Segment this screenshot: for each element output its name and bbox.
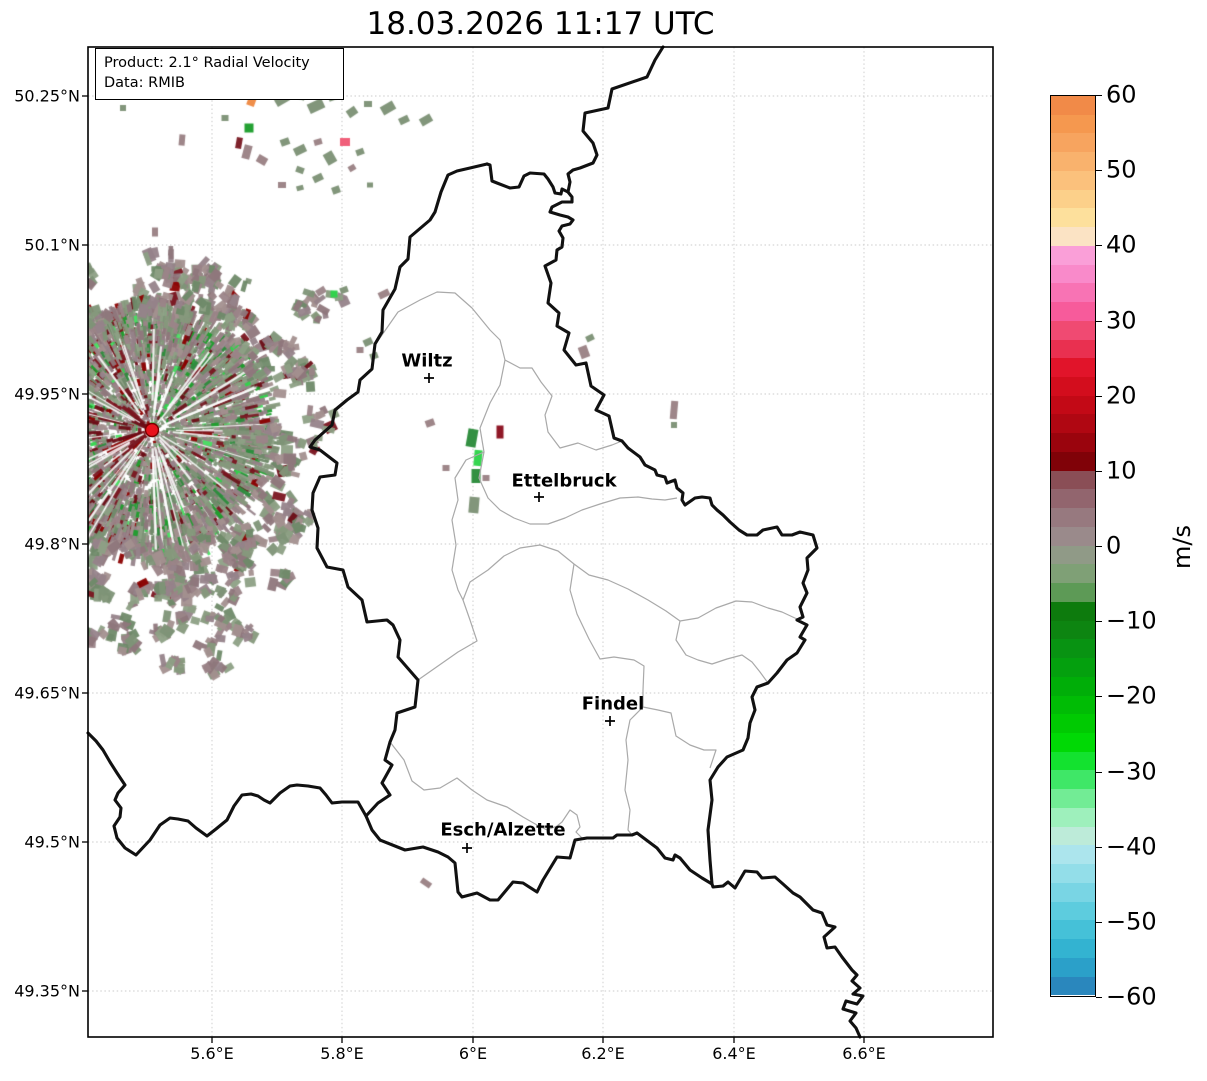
- colorbar-tick-label: 50: [1106, 155, 1137, 184]
- colorbar-band: [1051, 789, 1095, 808]
- colorbar-tick: [1096, 771, 1102, 773]
- colorbar-band: [1051, 807, 1095, 827]
- colorbar-band: [1051, 583, 1095, 602]
- colorbar-unit-label: m/s: [1168, 525, 1196, 569]
- colorbar-band: [1051, 882, 1095, 902]
- colorbar-tick: [1096, 546, 1102, 547]
- colorbar-band: [1051, 545, 1095, 565]
- lat-tick-label: 49.35°N: [14, 981, 80, 1001]
- colorbar-band: [1051, 601, 1095, 621]
- colorbar-tick: [1096, 395, 1102, 397]
- colorbar-tick-label: 20: [1106, 381, 1137, 410]
- lat-tick-label: 49.8°N: [24, 534, 80, 554]
- colorbar-band: [1051, 714, 1095, 733]
- lon-tick-label: 5.6°E: [190, 1044, 234, 1063]
- colorbar-band: [1051, 620, 1095, 640]
- colorbar-band: [1051, 957, 1095, 977]
- colorbar-band: [1051, 826, 1095, 846]
- colorbar-band: [1051, 751, 1095, 771]
- colorbar-band: [1051, 901, 1095, 921]
- lat-tick-label: 50.25°N: [14, 86, 80, 106]
- colorbar-band: [1051, 208, 1095, 228]
- lat-tick-label: 50.1°N: [24, 235, 80, 255]
- colorbar-tick: [1096, 170, 1102, 172]
- colorbar-tick-label: −30: [1106, 756, 1157, 785]
- lat-tick-label: 49.5°N: [24, 832, 80, 852]
- colorbar-tick-label: −10: [1106, 606, 1157, 635]
- product-info-box: Product: 2.1° Radial Velocity Data: RMIB: [95, 48, 344, 100]
- colorbar-band: [1051, 508, 1095, 527]
- lon-tick-label: 6.4°E: [712, 1044, 756, 1063]
- radar-echo-canvas: [88, 47, 993, 1037]
- colorbar-tick-label: −50: [1106, 907, 1157, 936]
- colorbar-band: [1051, 245, 1095, 265]
- colorbar-band: [1051, 770, 1095, 790]
- colorbar-tick-label: −20: [1106, 681, 1157, 710]
- colorbar-band: [1051, 639, 1095, 659]
- colorbar-tick-label: 10: [1106, 456, 1137, 485]
- colorbar-tick: [1096, 696, 1102, 698]
- colorbar-tick-label: 60: [1106, 80, 1137, 109]
- colorbar-band: [1051, 395, 1095, 415]
- colorbar-tick: [1096, 846, 1102, 848]
- plot-title: 18.03.2026 11:17 UTC: [366, 6, 715, 42]
- colorbar-band: [1051, 339, 1095, 359]
- colorbar-band: [1051, 695, 1095, 715]
- city-label-findel: Findel: [581, 693, 645, 715]
- colorbar-tick: [1096, 921, 1102, 923]
- city-label-esch-alzette: Esch/Alzette: [440, 819, 566, 841]
- colorbar-band: [1051, 414, 1095, 434]
- colorbar-band: [1051, 732, 1095, 752]
- lon-tick-label: 6°E: [458, 1044, 488, 1063]
- colorbar-tick: [1096, 320, 1102, 322]
- colorbar-band: [1051, 564, 1095, 584]
- colorbar-band: [1051, 264, 1095, 284]
- colorbar-tick-label: −60: [1106, 982, 1157, 1011]
- lon-tick-label: 6.2°E: [581, 1044, 625, 1063]
- colorbar-band: [1051, 377, 1095, 396]
- lat-tick-label: 49.65°N: [14, 683, 80, 703]
- colorbar-band: [1051, 189, 1095, 209]
- colorbar-tick-label: 0: [1106, 531, 1122, 560]
- colorbar-band: [1051, 433, 1095, 452]
- colorbar-tick-label: −40: [1106, 832, 1157, 861]
- colorbar-band: [1051, 96, 1095, 115]
- colorbar-band: [1051, 451, 1095, 471]
- data-source-label: Data: RMIB: [104, 75, 185, 92]
- colorbar-band: [1051, 845, 1095, 865]
- colorbar-band: [1051, 133, 1095, 153]
- city-label-ettelbruck: Ettelbruck: [511, 470, 617, 492]
- colorbar-band: [1051, 358, 1095, 378]
- city-label-wiltz: Wiltz: [401, 350, 453, 372]
- colorbar-band: [1051, 658, 1095, 677]
- lon-tick-label: 5.8°E: [320, 1044, 364, 1063]
- colorbar-tick: [1096, 470, 1102, 472]
- colorbar-band: [1051, 489, 1095, 509]
- colorbar-band: [1051, 114, 1095, 134]
- colorbar-tick: [1096, 245, 1102, 247]
- colorbar-band: [1051, 939, 1095, 958]
- colorbar-band: [1051, 152, 1095, 171]
- product-label: Product: 2.1° Radial Velocity: [104, 55, 310, 71]
- colorbar-band: [1051, 976, 1095, 996]
- colorbar-tick-label: 40: [1106, 230, 1137, 259]
- colorbar-tick-label: 30: [1106, 305, 1137, 334]
- colorbar-band: [1051, 302, 1095, 321]
- colorbar-band: [1051, 170, 1095, 190]
- colorbar-band: [1051, 920, 1095, 940]
- colorbar-band: [1051, 526, 1095, 546]
- colorbar-band: [1051, 227, 1095, 246]
- colorbar-tick: [1096, 95, 1102, 96]
- lon-tick-label: 6.6°E: [842, 1044, 886, 1063]
- lat-tick-label: 49.95°N: [14, 384, 80, 404]
- colorbar-band: [1051, 864, 1095, 883]
- colorbar-band: [1051, 320, 1095, 340]
- colorbar-tick: [1096, 997, 1102, 998]
- colorbar-tick: [1096, 621, 1102, 623]
- colorbar: [1050, 95, 1096, 997]
- colorbar-band: [1051, 470, 1095, 490]
- colorbar-band: [1051, 283, 1095, 303]
- colorbar-band: [1051, 676, 1095, 696]
